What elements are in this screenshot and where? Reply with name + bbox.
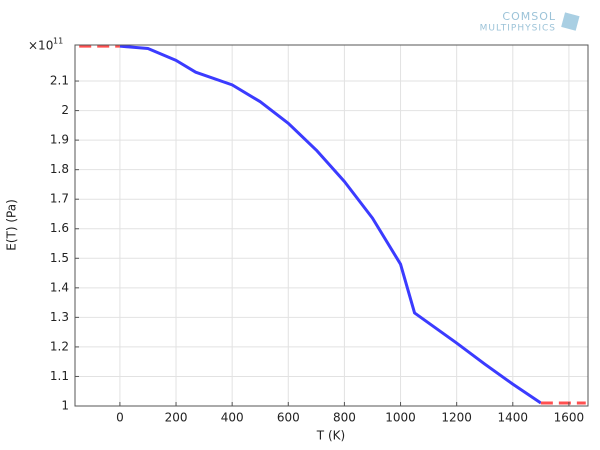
y-tick-label: 2.1	[50, 74, 69, 88]
y-tick-label: 1.5	[50, 251, 69, 265]
y-tick-label: 1.3	[50, 310, 69, 324]
x-tick-label: 200	[165, 411, 188, 425]
y-multiplier-exponent: 11	[53, 37, 63, 46]
x-tick-label: 1200	[441, 411, 472, 425]
y-tick-label: 1.8	[50, 162, 69, 176]
x-tick-label: 1000	[385, 411, 416, 425]
y-tick-label: 1.2	[50, 339, 69, 353]
y-axis-label: E(T) (Pa)	[5, 199, 19, 251]
logo-text: COMSOL	[502, 10, 556, 23]
data-line	[119, 45, 542, 405]
x-axis-label: T (K)	[316, 429, 345, 443]
x-tick-label: 800	[333, 411, 356, 425]
y-tick-label: 1.1	[50, 369, 69, 383]
y-tick-label: 1.4	[50, 280, 69, 294]
x-tick-label: 400	[221, 411, 244, 425]
y-tick-label: 1.6	[50, 221, 69, 235]
y-tick-label: 1.9	[50, 133, 69, 147]
y-tick-label: 1.7	[50, 192, 69, 206]
logo-text: MULTIPHYSICS	[480, 24, 556, 34]
logo-icon	[561, 12, 580, 31]
plot-frame	[74, 44, 589, 407]
x-tick-label: 1600	[554, 411, 585, 425]
x-tick-label: 0	[116, 411, 124, 425]
y-tick-label: 1	[61, 399, 69, 413]
x-tick-label: 600	[277, 411, 300, 425]
y-multiplier: ×10	[28, 39, 53, 53]
y-tick-label: 2	[61, 103, 69, 117]
x-tick-label: 1400	[498, 411, 529, 425]
